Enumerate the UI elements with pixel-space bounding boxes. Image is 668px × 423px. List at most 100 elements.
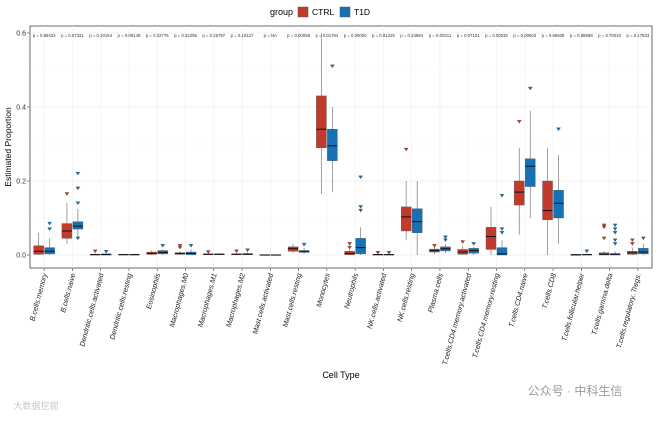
box-ctrl: [485, 206, 497, 255]
outlier-point: [630, 238, 635, 242]
outlier-point: [499, 194, 505, 198]
box-t1d: [72, 171, 84, 241]
outlier-point: [612, 223, 618, 228]
box-t1d: [242, 248, 253, 255]
box-ctrl: [457, 240, 468, 255]
x-tick-label: NK.cells.resting: [395, 272, 417, 323]
outlier-point: [612, 227, 618, 231]
box-t1d: [553, 127, 564, 244]
box-t1d: [638, 236, 649, 255]
box-iqr: [638, 248, 649, 255]
outlier-point: [499, 231, 505, 235]
p-value-label: p = 0.42295: [174, 33, 197, 38]
box-t1d: [157, 244, 168, 255]
box-ctrl: [400, 147, 412, 241]
p-value-label: p = 0.07321: [61, 33, 84, 38]
p-value-label: p = 0.66608: [542, 33, 565, 38]
p-value-label: p = 0.91319: [372, 33, 395, 38]
box-iqr: [344, 251, 355, 255]
box-t1d: [440, 235, 451, 254]
p-value-label: p = 0.00211: [429, 33, 452, 38]
outlier-point: [358, 208, 363, 213]
outlier-point: [471, 242, 477, 246]
x-tick-label: T.cells.CD4.memory.activated: [440, 271, 473, 366]
outlier-point: [177, 244, 183, 248]
box-t1d: [383, 251, 395, 256]
box-t1d: [100, 250, 112, 256]
outlier-point: [612, 242, 618, 246]
outlier-point: [92, 249, 98, 254]
outlier-point: [103, 250, 109, 254]
outlier-point: [375, 251, 381, 255]
x-tick-label: Dendritic.cells.activated: [77, 271, 105, 347]
legend-swatch-t1d: [339, 6, 351, 18]
y-axis: 0.0 0.2 0.4 0.6: [16, 31, 30, 260]
box-t1d: [129, 253, 140, 256]
outlier-point: [47, 227, 52, 231]
box-ctrl: [514, 120, 525, 235]
box-t1d: [581, 249, 593, 256]
box-ctrl: [627, 238, 638, 255]
y-tick-label: 0.4: [16, 105, 26, 112]
box-iqr: [72, 221, 84, 230]
box-iqr: [496, 247, 508, 256]
outlier-point: [584, 249, 590, 254]
box-ctrl: [570, 254, 582, 256]
outlier-point: [245, 248, 250, 252]
box-iqr: [33, 245, 44, 255]
outlier-point: [432, 244, 437, 248]
y-tick-label: 0.2: [16, 179, 26, 186]
box-t1d: [270, 254, 282, 256]
outlier-point: [460, 240, 466, 244]
legend-title: group: [270, 7, 293, 17]
box-t1d: [327, 64, 338, 193]
box-ctrl: [89, 249, 101, 256]
outlier-point: [601, 223, 607, 228]
x-tick-label: Neutrophils: [342, 272, 360, 310]
box-t1d: [496, 194, 508, 256]
outlier-point: [330, 64, 335, 69]
x-tick-label: Mast.cells.resting: [280, 272, 303, 328]
x-tick-label: NK.cells.activated: [365, 271, 389, 329]
gridlines: [30, 26, 652, 268]
x-tick-label: B.cells.naive: [58, 272, 77, 313]
box-t1d: [411, 181, 423, 255]
x-axis: B.cells.memory B.cells.naive Dendritic.cel…: [28, 268, 643, 366]
x-tick-label: T.cells.follicular.helper: [559, 272, 586, 343]
p-value-label: p = 0.10127: [231, 33, 254, 38]
box-iqr: [411, 208, 423, 233]
p-value-label: p = 0.00000: [344, 33, 367, 38]
y-axis-title: Estimated Proportion: [3, 107, 13, 187]
outlier-point: [527, 86, 533, 91]
box-t1d: [298, 242, 310, 254]
x-tick-label: Mast.cells.activated: [250, 271, 275, 335]
box-t1d: [214, 253, 225, 255]
outlier-point: [443, 235, 448, 240]
watermark-left: 大数据挖掘: [13, 400, 58, 411]
outlier-point: [358, 175, 363, 180]
outlier-point: [612, 231, 618, 235]
x-tick-label: B.cells.memory: [28, 272, 50, 322]
watermark-right: 公众号 · 中科生信: [528, 383, 623, 398]
p-value-label: p = NA: [264, 33, 277, 38]
x-tick-label: T.cells.CD8: [540, 272, 558, 310]
legend-swatch-ctrl: [297, 6, 309, 18]
outlier-point: [630, 242, 635, 246]
outlier-point: [75, 201, 81, 205]
box-t1d: [44, 221, 55, 255]
box-iqr: [355, 238, 366, 255]
box-ctrl: [429, 244, 440, 254]
box-ctrl: [146, 250, 157, 255]
box-t1d: [185, 244, 197, 255]
outlier-point: [301, 242, 307, 247]
x-tick-label: Dendritic.cells.resting: [108, 272, 134, 340]
outlier-point: [75, 236, 81, 241]
outlier-point: [556, 127, 561, 131]
box-ctrl: [287, 243, 299, 253]
box-ctrl: [542, 147, 553, 255]
outlier-point: [601, 236, 607, 241]
outlier-point: [516, 120, 522, 124]
outlier-point: [205, 250, 211, 254]
x-tick-label: Macrophages.M2: [224, 272, 247, 328]
